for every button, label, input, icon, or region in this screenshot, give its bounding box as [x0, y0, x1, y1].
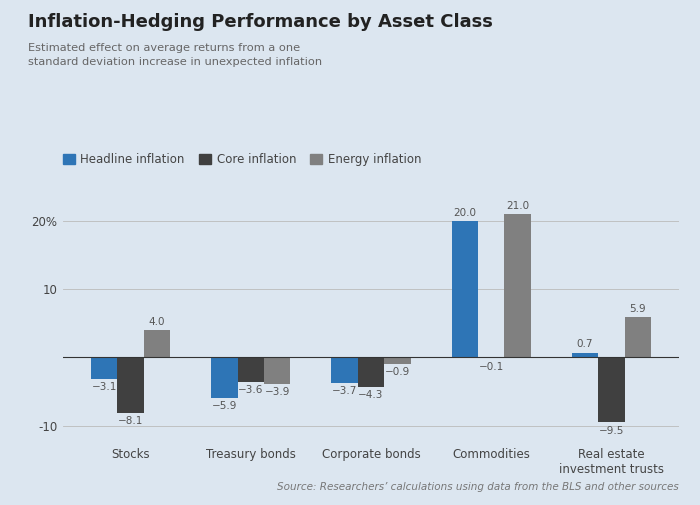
- Bar: [91, 358, 118, 379]
- Text: 0.7: 0.7: [577, 339, 593, 349]
- Text: −8.1: −8.1: [118, 416, 144, 426]
- Text: 20.0: 20.0: [453, 208, 476, 218]
- Text: Inflation-Hedging Performance by Asset Class: Inflation-Hedging Performance by Asset C…: [28, 13, 493, 31]
- Text: 4.0: 4.0: [149, 317, 165, 327]
- Legend: Headline inflation, Core inflation, Energy inflation: Headline inflation, Core inflation, Ener…: [63, 153, 421, 166]
- Text: −9.5: −9.5: [598, 426, 624, 436]
- Text: Source: Researchers’ calculations using data from the BLS and other sources: Source: Researchers’ calculations using …: [277, 482, 679, 492]
- Text: −3.1: −3.1: [92, 382, 117, 392]
- Text: −3.9: −3.9: [265, 387, 290, 397]
- Bar: [237, 358, 264, 382]
- Bar: [505, 214, 531, 358]
- Bar: [598, 358, 624, 422]
- Text: −0.1: −0.1: [479, 362, 504, 372]
- Bar: [358, 358, 384, 387]
- Text: −0.9: −0.9: [385, 367, 410, 377]
- Bar: [118, 358, 144, 413]
- Text: −4.3: −4.3: [358, 390, 384, 400]
- Bar: [144, 330, 170, 358]
- Text: Estimated effect on average returns from a one
standard deviation increase in un: Estimated effect on average returns from…: [28, 43, 322, 67]
- Text: −3.7: −3.7: [332, 386, 357, 396]
- Bar: [331, 358, 358, 383]
- Bar: [211, 358, 237, 398]
- Text: −3.6: −3.6: [238, 385, 263, 395]
- Text: 5.9: 5.9: [629, 304, 646, 314]
- Text: 21.0: 21.0: [506, 200, 529, 211]
- Text: −5.9: −5.9: [211, 401, 237, 411]
- Bar: [624, 317, 651, 358]
- Bar: [264, 358, 290, 384]
- Bar: [452, 221, 478, 358]
- Bar: [572, 352, 598, 358]
- Bar: [384, 358, 411, 364]
